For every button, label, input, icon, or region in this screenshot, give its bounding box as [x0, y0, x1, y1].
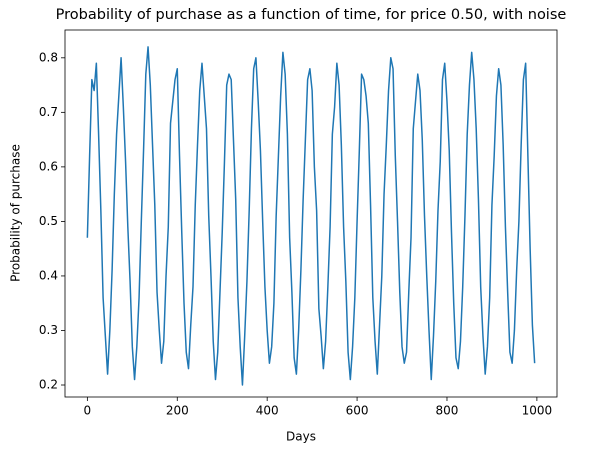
x-tick-label: 0	[84, 404, 92, 418]
y-tick-label: 0.7	[39, 105, 58, 119]
x-tick-label: 600	[346, 404, 369, 418]
x-tick-label: 400	[256, 404, 279, 418]
x-tick-label: 1000	[522, 404, 553, 418]
y-tick-label: 0.2	[39, 378, 58, 392]
x-tick-label: 200	[166, 404, 189, 418]
y-tick-label: 0.3	[39, 323, 58, 337]
y-tick-label: 0.8	[39, 50, 58, 64]
x-axis-label: Days	[286, 430, 316, 444]
y-tick-label: 0.4	[39, 268, 58, 282]
y-tick-label: 0.5	[39, 214, 58, 228]
y-axis-label: Probability of purchase	[9, 144, 23, 282]
data-line	[86, 46, 536, 386]
plot-frame	[64, 29, 558, 398]
y-tick-label: 0.6	[39, 159, 58, 173]
x-tick-label: 800	[436, 404, 459, 418]
chart-title: Probability of purchase as a function of…	[56, 7, 567, 23]
